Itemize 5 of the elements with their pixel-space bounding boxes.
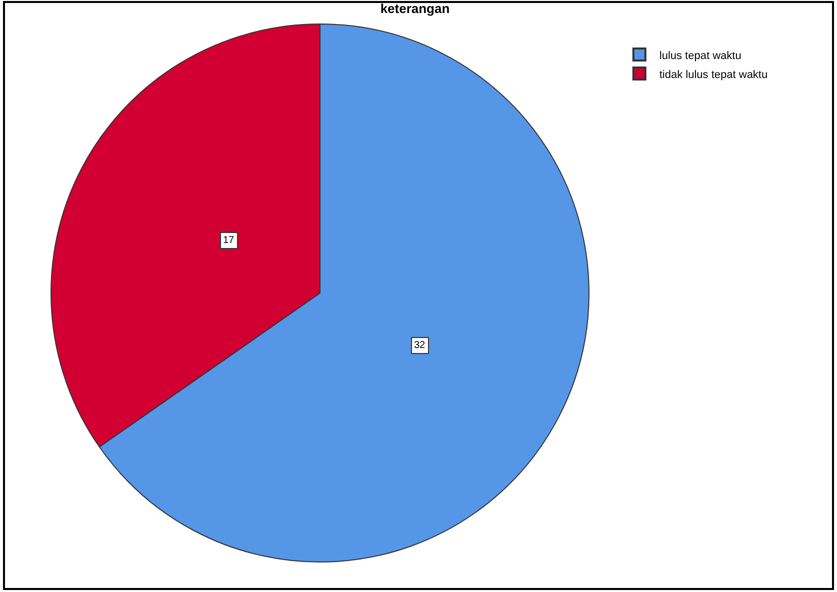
legend-label: tidak lulus tepat waktu (659, 68, 768, 81)
data-label: 17 (223, 235, 235, 246)
data-label: 32 (414, 340, 426, 351)
legend-label: lulus tepat waktu (659, 50, 742, 62)
chart-title: keterangan (380, 1, 450, 16)
